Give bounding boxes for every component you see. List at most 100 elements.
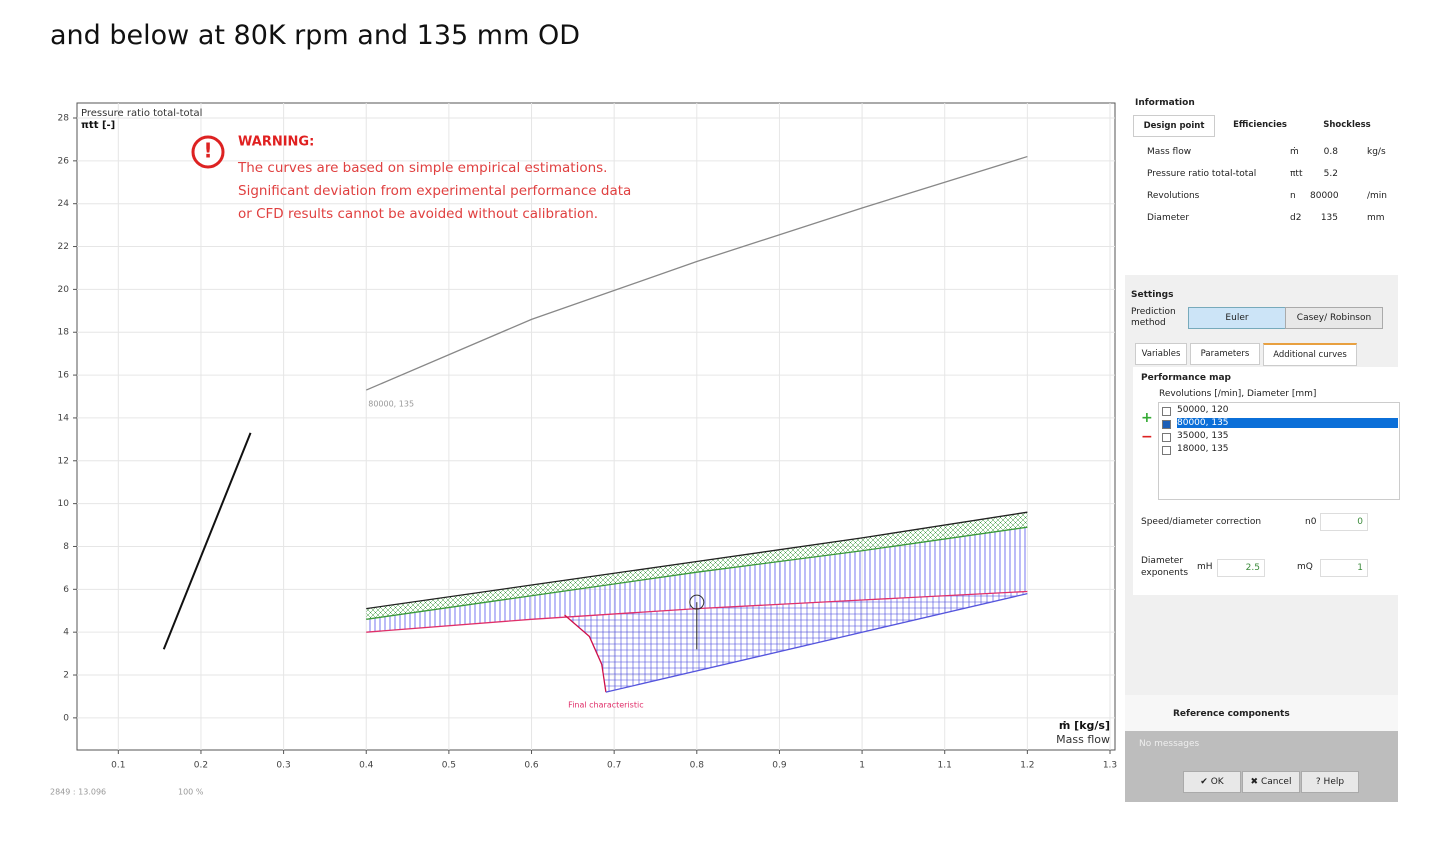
y-tick-label: 6: [63, 585, 69, 595]
tab[interactable]: Efficiencies: [1220, 115, 1300, 135]
button[interactable]: Euler: [1188, 307, 1286, 329]
x-tick-label: 0.9: [772, 761, 787, 771]
x-tick-label: 1.1: [938, 761, 952, 771]
section-title: Information: [1135, 98, 1195, 108]
warning-mark: !: [203, 139, 212, 163]
tab[interactable]: Shockless: [1307, 115, 1387, 135]
y-tick-label: 10: [58, 499, 70, 509]
list-item[interactable]: 18000, 135: [1177, 444, 1229, 454]
x-tick-label: 0.2: [194, 761, 208, 771]
hatch-band: [366, 527, 1028, 633]
y-label: πtt [-]: [81, 120, 115, 131]
curve-label: Final characteristic: [568, 701, 643, 710]
x-tick-label: 1: [859, 761, 865, 771]
warning-text: The curves are based on simple empirical…: [237, 160, 607, 176]
warning-title: WARNING:: [238, 135, 314, 150]
curve: [365, 155, 1028, 391]
button[interactable]: ? Help: [1301, 771, 1359, 793]
icon: +: [1141, 410, 1153, 426]
info-cell: mm: [1367, 213, 1385, 223]
x-tick-label: 0.3: [276, 761, 290, 771]
info-cell: ṁ: [1290, 147, 1299, 157]
curve: [366, 526, 1028, 620]
info-cell: πtt: [1290, 169, 1303, 179]
y-tick-label: 26: [58, 156, 70, 166]
input[interactable]: 1: [1320, 559, 1368, 577]
icon: −: [1141, 429, 1153, 445]
button[interactable]: ✖ Cancel: [1242, 771, 1300, 793]
info-cell: Mass flow: [1147, 147, 1192, 157]
warning-icon: [191, 135, 225, 169]
button[interactable]: Casey/ Robinson: [1285, 307, 1383, 329]
list-item[interactable]: 35000, 135: [1177, 431, 1229, 441]
info-cell: 135: [1320, 213, 1338, 223]
list-item[interactable]: 50000, 120: [1177, 405, 1229, 415]
y-tick-label: 14: [58, 413, 70, 423]
checkbox[interactable]: [1162, 420, 1171, 429]
x-tick-label: 0.4: [359, 761, 374, 771]
y-tick-label: 12: [58, 456, 69, 466]
curve: [366, 511, 1028, 610]
info-cell: kg/s: [1367, 147, 1386, 157]
x-tick-label: 0.8: [690, 761, 705, 771]
warning-text: or CFD results cannot be avoided without…: [238, 206, 598, 222]
y-tick-label: 4: [63, 628, 69, 638]
info-cell: Revolutions: [1147, 191, 1200, 201]
tab[interactable]: Additional curves: [1263, 343, 1357, 366]
x-label: ṁ [kg/s]: [1059, 719, 1110, 732]
curve-label: 80000, 135: [368, 400, 414, 409]
input[interactable]: 0: [1320, 513, 1368, 531]
y-tick-label: 28: [58, 113, 70, 123]
y-tick-label: 18: [58, 328, 70, 338]
info-cell: Diameter: [1147, 213, 1190, 223]
info-cell: n: [1290, 191, 1296, 201]
y-tick-label: 0: [63, 713, 69, 723]
tab[interactable]: Parameters: [1190, 343, 1260, 365]
tab[interactable]: Variables: [1135, 343, 1187, 365]
x-tick-label: 1.2: [1020, 761, 1034, 771]
curve: [605, 592, 1028, 693]
info-cell: d2: [1290, 213, 1302, 223]
status-text: 100 %: [178, 788, 204, 797]
x-tick-label: 0.7: [607, 761, 621, 771]
label: mQ: [1297, 562, 1313, 572]
y-tick-label: 20: [58, 285, 70, 295]
checkbox[interactable]: [1162, 407, 1171, 416]
list-item[interactable]: 80000, 135: [1177, 418, 1398, 428]
x-tick-label: 1.3: [1103, 761, 1117, 771]
input[interactable]: 2.5: [1217, 559, 1265, 577]
info-cell: /min: [1367, 191, 1388, 201]
label: Revolutions [/min], Diameter [mm]: [1159, 389, 1317, 399]
panel-bg: [1125, 695, 1398, 731]
info-cell: 80000: [1310, 191, 1339, 201]
messages: No messages: [1139, 739, 1200, 749]
y-label-title: Pressure ratio total-total: [81, 108, 202, 119]
curve: [162, 432, 252, 650]
x-tick-label: 0.1: [111, 761, 125, 771]
checkbox[interactable]: [1162, 446, 1171, 455]
curve: [564, 614, 607, 693]
status-text: 2849 : 13.096: [50, 788, 106, 797]
reference[interactable]: Reference components: [1173, 709, 1290, 719]
tab[interactable]: Design point: [1133, 115, 1215, 137]
hatch-grid: [564, 591, 1028, 693]
label: Speed/diameter correction: [1141, 517, 1262, 527]
label: n0: [1305, 517, 1317, 527]
y-tick-label: 22: [58, 242, 69, 252]
x-tick-label: 0.6: [524, 761, 539, 771]
side-panel: Information Design point Efficiencies Shock…: [1125, 95, 1400, 802]
x-label-sub: Mass flow: [1056, 733, 1110, 746]
button[interactable]: ✔ OK: [1183, 771, 1241, 793]
label: Diameter exponents: [1141, 556, 1189, 578]
y-tick-label: 2: [63, 671, 69, 681]
info-cell: 0.8: [1323, 147, 1338, 157]
y-tick-label: 16: [58, 371, 70, 381]
y-tick-label: 8: [63, 542, 69, 552]
hatch-band: [366, 512, 1028, 620]
x-tick-label: 0.5: [442, 761, 456, 771]
section-title: Settings: [1131, 290, 1174, 300]
checkbox[interactable]: [1162, 433, 1171, 442]
y-tick-label: 24: [58, 199, 70, 209]
